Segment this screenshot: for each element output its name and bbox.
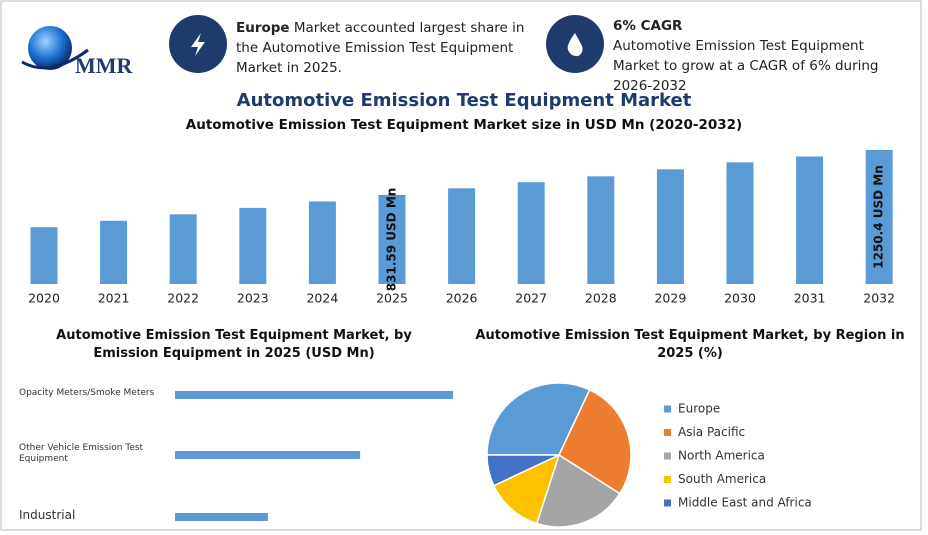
legend-swatch: [664, 405, 671, 413]
x-tick-label: 2026: [446, 291, 478, 306]
logo-globe: [28, 26, 72, 70]
category-label: Other Vehicle Emission Test Equipment: [19, 443, 144, 464]
pie-slice: [535, 453, 621, 528]
pie-slice: [486, 382, 591, 456]
bar: [175, 391, 453, 399]
value-label: 831.59 USD Mn: [385, 188, 399, 292]
value-label: 1250.4 USD Mn: [872, 165, 886, 269]
bar: [308, 201, 336, 284]
pie-slice: [558, 388, 632, 495]
bar: [865, 150, 893, 284]
bar: [656, 169, 684, 284]
x-tick-label: 2020: [28, 291, 60, 306]
bar: [175, 451, 361, 459]
card-highlight: Europe: [236, 20, 290, 36]
x-tick-label: 2025: [376, 291, 408, 306]
bar: [30, 227, 58, 284]
pie-slice: [486, 454, 560, 487]
card-highlight: 6% CAGR: [613, 18, 683, 34]
info-card: Europe Market accounted largest share in…: [236, 18, 536, 78]
x-tick-label: 2030: [724, 291, 756, 306]
x-tick-label: 2021: [98, 291, 130, 306]
main-title: Automotive Emission Test Equipment Marke…: [236, 90, 692, 111]
category-label: Industrial: [19, 508, 76, 522]
info-card: 6% CAGR Automotive Emission Test Equipmen…: [613, 16, 913, 96]
bar: [100, 220, 128, 284]
x-tick-label: 2024: [306, 291, 338, 306]
bar: [169, 214, 197, 284]
legend-swatch: [664, 476, 671, 483]
legend-label: Europe: [678, 402, 720, 416]
legend-label: North America: [678, 449, 765, 463]
bar: [378, 194, 406, 284]
legend-label: Asia Pacific: [678, 425, 745, 439]
x-tick-label: 2028: [585, 291, 617, 306]
bar: [239, 207, 267, 284]
logo-text: MMR: [75, 53, 134, 78]
card-text: Market accounted largest share in the Au…: [236, 20, 525, 76]
chart-title: Automotive Emission Test Equipment Marke…: [56, 328, 412, 361]
legend-label: Middle East and Africa: [678, 496, 812, 510]
pie-slice: [492, 453, 561, 525]
legend-label: South America: [678, 472, 766, 486]
bar: [517, 182, 545, 284]
bar: [796, 156, 824, 284]
logo-swoosh: [21, 48, 89, 70]
x-tick-label: 2031: [794, 291, 826, 306]
legend-swatch: [664, 452, 671, 460]
legend-swatch: [664, 499, 671, 507]
x-tick-label: 2032: [863, 291, 895, 306]
bar: [175, 513, 268, 521]
x-tick-label: 2022: [167, 291, 199, 306]
chart-title: Automotive Emission Test Equipment Marke…: [185, 117, 743, 133]
drop-icon: [567, 33, 583, 57]
bolt-icon: [191, 33, 205, 56]
x-tick-label: 2029: [654, 291, 686, 306]
x-tick-label: 2023: [237, 291, 269, 306]
x-tick-label: 2027: [515, 291, 547, 306]
card-text: Automotive Emission Test Equipment Marke…: [613, 38, 879, 94]
bar: [726, 162, 754, 284]
bar: [587, 176, 615, 284]
chart-title: Automotive Emission Test Equipment Marke…: [475, 328, 905, 361]
category-label: Opacity Meters/Smoke Meters: [19, 388, 155, 398]
legend-swatch: [664, 429, 671, 436]
bar: [448, 188, 476, 284]
